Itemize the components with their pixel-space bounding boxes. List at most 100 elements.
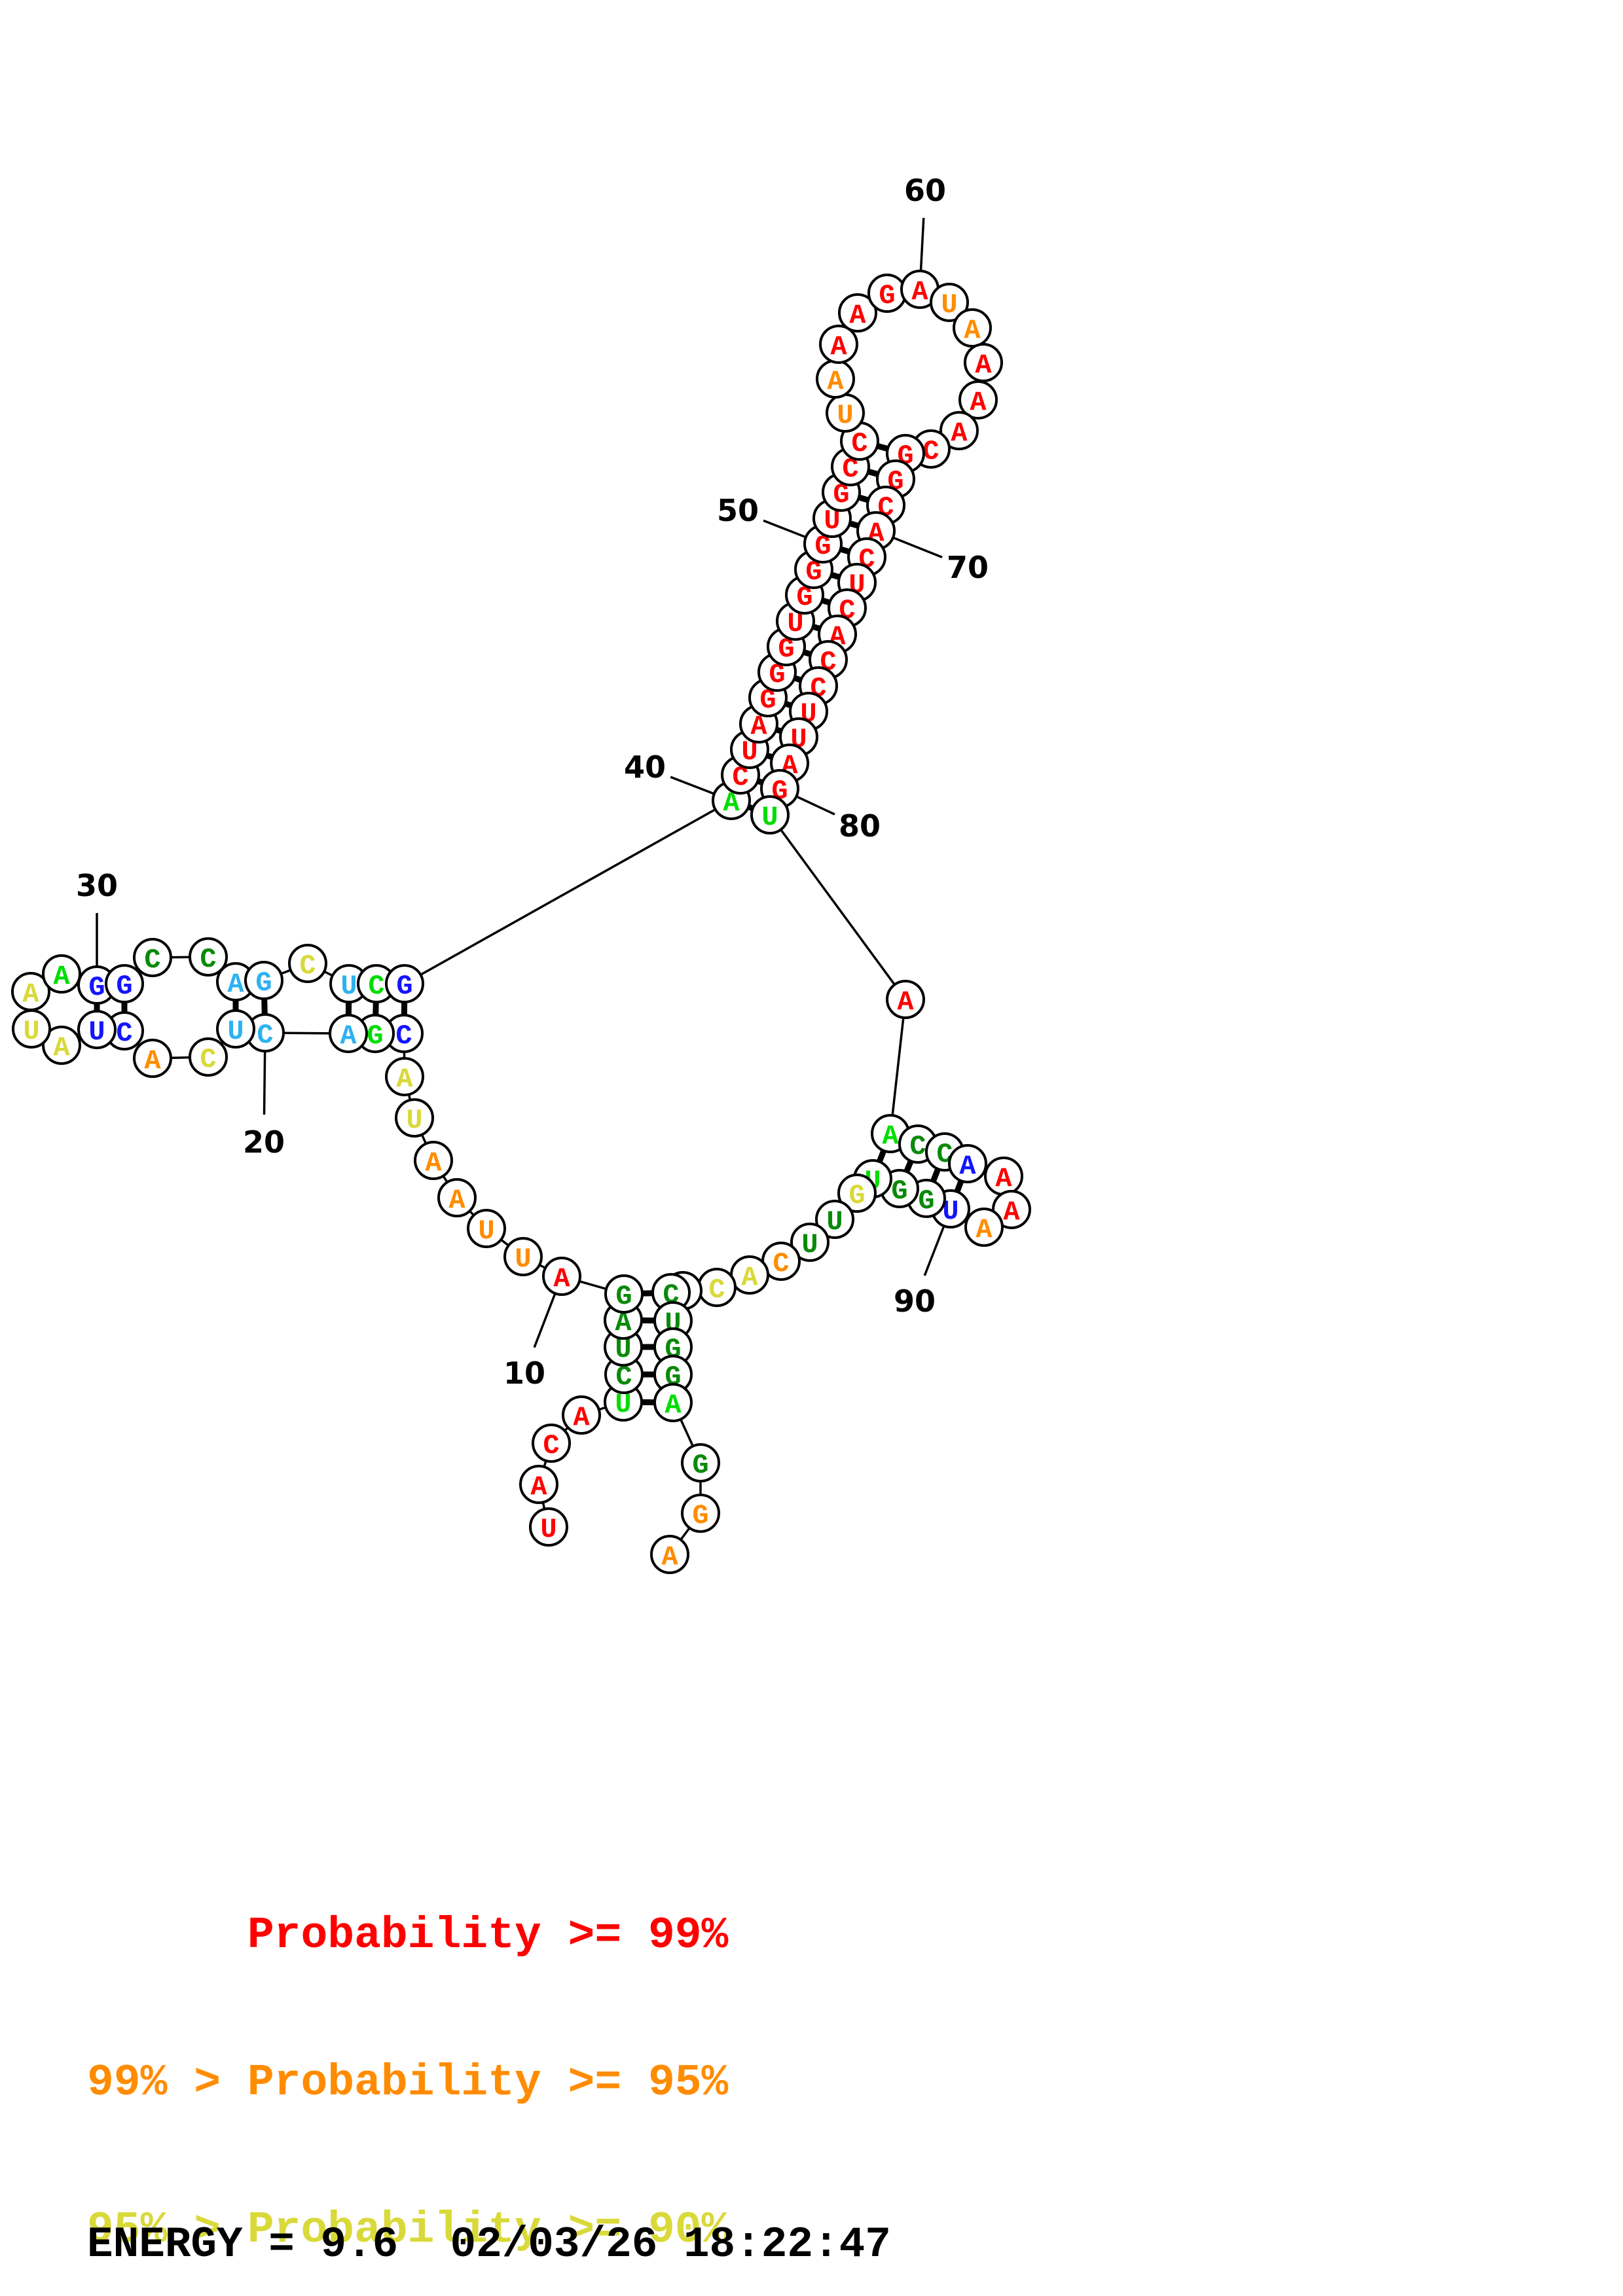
nucleotide-10-circle [542, 1257, 581, 1296]
nucleotide-21-circle [216, 1009, 255, 1049]
nucleotide-55-U: U [837, 400, 853, 431]
nucleotide-58-A: A [849, 300, 866, 331]
nucleotide-26-A: A [53, 1032, 70, 1064]
nucleotide-11-U: U [515, 1244, 531, 1275]
legend-row-95: 99% > Probability >= 95% [87, 2058, 729, 2108]
nucleotide-25-circle [77, 1010, 117, 1049]
nucleotide-36-C: C [299, 950, 316, 982]
legend-row-90: 95% > Probability >= 90% [87, 2205, 729, 2255]
nucleotide-13-circle [437, 1178, 477, 1217]
nucleotide-26-circle [42, 1026, 81, 1065]
nucleotide-39-G: G [396, 971, 412, 1002]
nucleotide-4-circle [562, 1395, 601, 1435]
nucleotide-6-C: C [615, 1361, 632, 1393]
nucleotide-106-G: G [692, 1450, 708, 1481]
nucleotide-99-C: C [708, 1274, 725, 1306]
nucleotide-19-A: A [340, 1020, 357, 1052]
nucleotide-20-C: C [257, 1020, 273, 1051]
nucleotide-66-C: C [922, 436, 939, 467]
nucleotide-5-U: U [615, 1389, 631, 1420]
nucleotide-108-circle [650, 1535, 689, 1574]
nucleotide-15-U: U [406, 1105, 422, 1136]
nucleotide-65-circle [939, 411, 979, 450]
nucleotide-64-circle [958, 380, 998, 420]
nucleotide-35-G: G [255, 967, 272, 999]
nucleotide-22-circle [189, 1037, 228, 1077]
nucleotide-13-A: A [448, 1185, 465, 1216]
nucleotide-88-A: A [1003, 1196, 1020, 1228]
backbone-segment [404, 799, 732, 985]
nucleotide-63-circle [964, 343, 1003, 382]
position-label-90: 90 [894, 1283, 936, 1319]
nucleotide-28-circle [11, 972, 50, 1011]
nucleotide-92-G: G [891, 1175, 907, 1207]
nucleotide-25-U: U [88, 1016, 105, 1048]
nucleotide-9-circle [604, 1274, 644, 1314]
nucleotide-35-circle [244, 961, 283, 1000]
nucleotide-3-circle [532, 1424, 571, 1463]
nucleotide-96-circle [790, 1223, 830, 1262]
nucleotide-84-C: C [909, 1131, 926, 1162]
nucleotide-82-A: A [897, 986, 914, 1018]
nucleotide-94-circle [837, 1174, 877, 1213]
nucleotide-98-A: A [741, 1262, 758, 1293]
nucleotide-105-A: A [665, 1390, 682, 1421]
backbone-segment [889, 999, 907, 1134]
nucleotide-18-G: G [367, 1020, 383, 1052]
nucleotide-9-G: G [615, 1281, 632, 1312]
nucleotide-24-C: C [116, 1018, 132, 1049]
nucleotide-10-A: A [553, 1263, 570, 1295]
nucleotide-38-C: C [368, 971, 384, 1002]
nucleotide-37-U: U [340, 971, 357, 1002]
position-label-40: 40 [624, 749, 666, 785]
nucleotide-58-circle [838, 293, 877, 332]
nucleotide-2-circle [519, 1465, 558, 1504]
nucleotide-97-C: C [773, 1248, 789, 1280]
nucleotide-62-circle [953, 308, 992, 348]
position-label-20: 20 [243, 1124, 285, 1160]
nucleotide-12-circle [467, 1209, 506, 1248]
position-label-10: 10 [503, 1355, 545, 1391]
nucleotide-2-A: A [530, 1471, 547, 1503]
position-label-70: 70 [947, 550, 989, 585]
nucleotide-81-circle [750, 795, 790, 834]
nucleotide-108-A: A [661, 1541, 678, 1573]
nucleotide-57-circle [819, 325, 858, 364]
nucleotide-81-U: U [761, 802, 778, 833]
nucleotide-17-C: C [395, 1020, 412, 1052]
nucleotide-91-G: G [918, 1185, 934, 1217]
nucleotide-11-circle [503, 1237, 543, 1276]
nucleotide-19-circle [329, 1014, 368, 1053]
nucleotide-56-A: A [827, 366, 844, 397]
nucleotide-82-circle [886, 980, 925, 1019]
nucleotide-29-A: A [53, 961, 70, 992]
nucleotide-57-A: A [830, 331, 847, 363]
nucleotide-107-G: G [692, 1500, 708, 1532]
nucleotide-87-A: A [995, 1163, 1012, 1194]
nucleotide-1-circle [529, 1507, 568, 1547]
nucleotide-54-C: C [851, 428, 867, 459]
position-label-80: 80 [839, 808, 881, 844]
nucleotide-89-A: A [976, 1214, 993, 1246]
nucleotide-14-circle [414, 1141, 453, 1180]
nucleotide-61-U: U [941, 289, 957, 321]
nucleotide-36-circle [288, 944, 327, 983]
nucleotide-86-circle [948, 1144, 987, 1183]
nucleotide-31-G: G [116, 971, 132, 1002]
nucleotide-30-G: G [88, 972, 105, 1003]
nucleotide-22-C: C [200, 1044, 216, 1075]
nucleotide-107-circle [681, 1494, 720, 1533]
nucleotide-63-A: A [975, 350, 992, 381]
nucleotide-88-circle [992, 1190, 1031, 1229]
nucleotide-60-A: A [911, 276, 928, 308]
position-label-60: 60 [904, 173, 946, 208]
nucleotide-89-circle [964, 1208, 1004, 1247]
nucleotide-83-A: A [882, 1121, 899, 1152]
nucleotide-86-A: A [959, 1151, 976, 1182]
nucleotide-105-circle [653, 1383, 693, 1422]
nucleotide-59-G: G [879, 280, 895, 312]
nucleotide-4-A: A [573, 1402, 590, 1433]
nucleotide-16-circle [385, 1057, 424, 1096]
nucleotide-95-U: U [826, 1206, 843, 1238]
